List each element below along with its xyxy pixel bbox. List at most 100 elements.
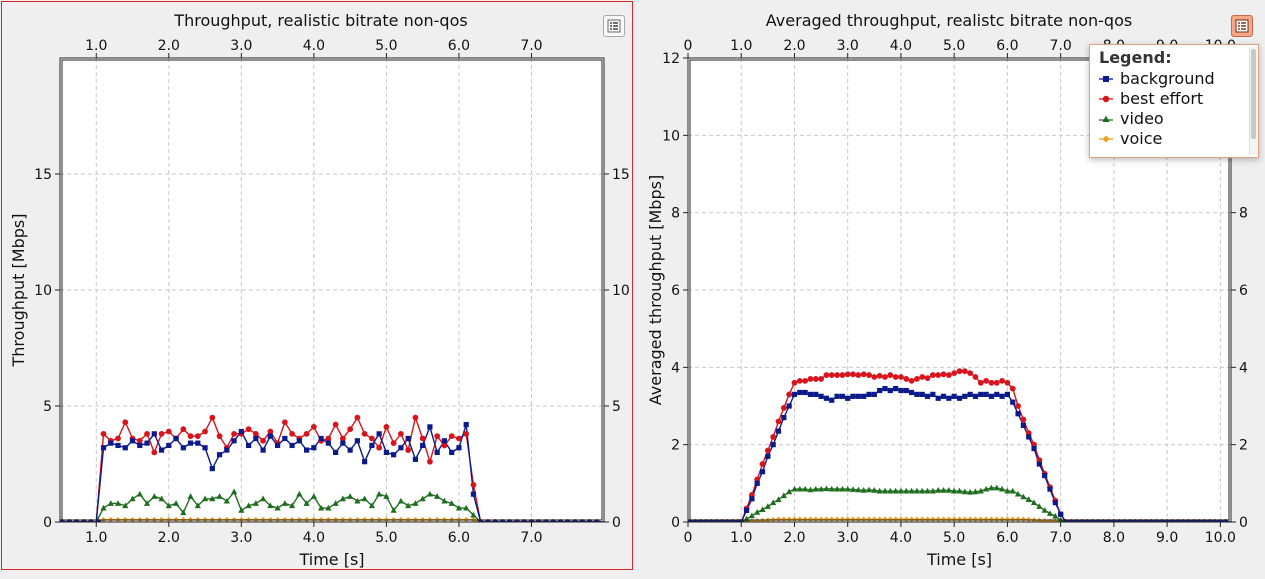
point-background (304, 447, 310, 453)
point-background (180, 445, 186, 451)
point-voice (1025, 516, 1032, 522)
point-voice (1009, 516, 1016, 522)
point-background (485, 519, 491, 522)
point-video (223, 497, 230, 504)
point-background (289, 442, 295, 449)
point-background (1010, 399, 1016, 405)
point-background (935, 395, 941, 401)
point-best-effort (823, 372, 830, 378)
y-tick-label: 4 (671, 360, 680, 376)
point-background (238, 428, 244, 435)
point-voice (253, 516, 259, 522)
point-video (892, 487, 899, 494)
point-voice (866, 516, 872, 522)
point-best-effort (339, 435, 346, 442)
diamond-marker-icon (1099, 135, 1113, 143)
point-background (354, 438, 360, 444)
legend-scrollbar-thumb[interactable] (1251, 49, 1256, 139)
point-background (999, 393, 1005, 399)
averaged-throughput-chart-panel[interactable]: 0 0 1.0 1.0 2.0 2.0 3.0 3.0 4.0 4.0 5.0 5.0 6.0 6.0 7.… (636, 0, 1265, 579)
point-background (861, 393, 867, 399)
point-voice (303, 516, 310, 522)
point-best-effort (347, 426, 354, 433)
ticks: 1.0 1.0 2.0 2.0 3.0 3.0 4.0 4.0 5.0 5.0 6.0 6.0 7.0 7… (34, 38, 630, 546)
point-video (935, 486, 942, 493)
point-background (202, 445, 208, 451)
point-best-effort (376, 444, 383, 451)
point-background (115, 442, 121, 449)
y-axis-label: Averaged throughput [Mbps] (646, 175, 665, 405)
point-background (209, 466, 215, 472)
point-voice (962, 516, 968, 522)
point-background (1068, 519, 1074, 522)
point-video (281, 500, 288, 506)
legend-scrollbar[interactable] (1249, 47, 1257, 155)
point-voice (180, 516, 187, 522)
point-video (303, 500, 310, 506)
point-video (977, 487, 984, 494)
point-background (122, 445, 128, 451)
point-video (376, 490, 383, 497)
point-voice (1004, 516, 1011, 522)
point-video (929, 487, 936, 494)
point-video (361, 495, 368, 502)
legend-popup[interactable]: Legend: background best effort video voi… (1089, 44, 1259, 158)
point-video (913, 487, 921, 494)
point-video (823, 485, 830, 492)
point-best-effort (1020, 416, 1027, 423)
point-background (81, 519, 87, 522)
point-background (703, 519, 709, 522)
point-video (122, 502, 129, 509)
point-background (470, 491, 477, 497)
point-background (1063, 519, 1069, 522)
throughput-chart-panel[interactable]: 1.0 1.0 2.0 2.0 3.0 3.0 4.0 4.0 5.0 5.0 6.0 6.0 7.0 7… (0, 0, 636, 579)
point-best-effort (463, 430, 470, 437)
point-best-effort (361, 430, 368, 437)
legend-toggle-button-left[interactable] (603, 15, 625, 37)
x-top-tick-label: 4.0 (890, 38, 912, 54)
point-voice (860, 516, 867, 522)
point-background (550, 519, 556, 522)
point-background (1217, 519, 1223, 522)
point-background (698, 519, 704, 522)
point-voice (919, 516, 926, 522)
point-video (332, 500, 339, 506)
point-video (967, 488, 974, 495)
point-video (426, 490, 434, 497)
point-background (224, 447, 230, 453)
point-video (807, 486, 814, 493)
point-best-effort (325, 435, 332, 442)
x-top-tick-label: 5.0 (943, 38, 965, 54)
point-video (187, 493, 194, 499)
point-background (754, 480, 760, 486)
point-voice (195, 516, 201, 522)
point-background (507, 519, 513, 522)
point-video (448, 500, 455, 506)
point-video (230, 488, 238, 495)
point-background (521, 519, 527, 522)
x-top-tick-label: 4.0 (303, 38, 325, 54)
point-voice (456, 516, 462, 522)
point-best-effort (802, 377, 809, 384)
point-background (536, 519, 542, 522)
x-tick-label: 5.0 (375, 530, 397, 546)
point-background (260, 447, 266, 453)
point-best-effort (144, 430, 150, 437)
point-best-effort (945, 372, 952, 378)
point-video (764, 503, 771, 509)
point-background (129, 438, 136, 444)
point-video (961, 488, 968, 495)
x-tick-label: 3.0 (837, 530, 859, 546)
point-best-effort (977, 379, 984, 386)
point-background (1164, 519, 1170, 522)
x-tick-label: 7.0 (1050, 530, 1072, 546)
point-video (252, 500, 259, 506)
point-best-effort (187, 433, 194, 440)
point-background (786, 403, 792, 409)
point-best-effort (165, 428, 172, 435)
point-voice (828, 516, 835, 522)
x-top-tick-label: 1.0 (85, 38, 107, 54)
point-voice (427, 516, 433, 522)
point-best-effort (1004, 379, 1011, 386)
legend-toggle-button-right[interactable] (1231, 15, 1253, 37)
